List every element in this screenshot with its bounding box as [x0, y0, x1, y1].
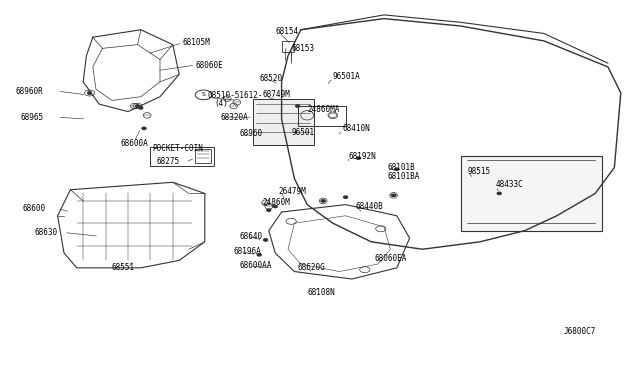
Bar [253, 99, 314, 145]
Text: 68410N: 68410N [342, 124, 370, 133]
Text: 68108N: 68108N [307, 288, 335, 296]
Text: 68749M: 68749M [262, 90, 290, 99]
Text: 98515: 98515 [467, 167, 490, 176]
Text: 96501A: 96501A [333, 72, 360, 81]
Circle shape [136, 105, 140, 107]
Text: 68101B: 68101B [387, 163, 415, 172]
Circle shape [356, 157, 360, 159]
Text: 68600AA: 68600AA [240, 262, 273, 270]
Circle shape [497, 192, 501, 195]
Bar [298, 106, 346, 126]
Circle shape [267, 209, 271, 211]
Text: 68060E: 68060E [195, 61, 223, 70]
Text: 68640: 68640 [240, 232, 263, 241]
Text: 68275: 68275 [157, 157, 180, 166]
Text: 68192N: 68192N [349, 152, 376, 161]
Text: S: S [202, 92, 205, 97]
Text: 68440B: 68440B [355, 202, 383, 211]
Text: 68154: 68154 [275, 27, 298, 36]
Circle shape [139, 107, 143, 109]
Text: J6800C7: J6800C7 [563, 327, 596, 336]
Text: 68551: 68551 [112, 263, 135, 272]
Circle shape [321, 200, 325, 202]
Text: 68320A: 68320A [221, 113, 248, 122]
Text: 48433C: 48433C [496, 180, 524, 189]
Text: (4): (4) [214, 99, 228, 108]
Text: 68600A: 68600A [120, 139, 148, 148]
Text: 68105M: 68105M [182, 38, 210, 47]
Text: 96501: 96501 [291, 128, 314, 137]
Text: 68196A: 68196A [234, 247, 261, 256]
Text: 68960R: 68960R [16, 87, 44, 96]
Circle shape [264, 239, 268, 241]
Text: 68630: 68630 [35, 228, 58, 237]
Circle shape [392, 194, 396, 196]
Text: 24860M: 24860M [262, 198, 290, 207]
Circle shape [257, 254, 261, 256]
Text: 68520: 68520 [259, 74, 282, 83]
Bar [150, 147, 214, 166]
Text: 68620G: 68620G [298, 263, 325, 272]
Circle shape [344, 196, 348, 198]
Circle shape [142, 127, 146, 129]
Circle shape [395, 168, 399, 170]
Text: POCKET-COIN: POCKET-COIN [152, 144, 203, 153]
Bar [195, 149, 211, 163]
Text: 68153: 68153 [291, 44, 314, 53]
Text: 68101BA: 68101BA [387, 172, 420, 181]
Bar [282, 41, 294, 52]
Text: 26479M: 26479M [278, 187, 306, 196]
Circle shape [273, 205, 277, 208]
Text: 68060EA: 68060EA [374, 254, 407, 263]
Text: 68965: 68965 [20, 113, 44, 122]
Text: 68600: 68600 [23, 204, 46, 213]
Bar [461, 156, 602, 231]
Text: 68960: 68960 [240, 129, 263, 138]
Text: 24860MA: 24860MA [307, 105, 340, 114]
Circle shape [296, 105, 300, 107]
Circle shape [88, 92, 92, 94]
Text: 08510-51612-: 08510-51612- [208, 92, 264, 100]
